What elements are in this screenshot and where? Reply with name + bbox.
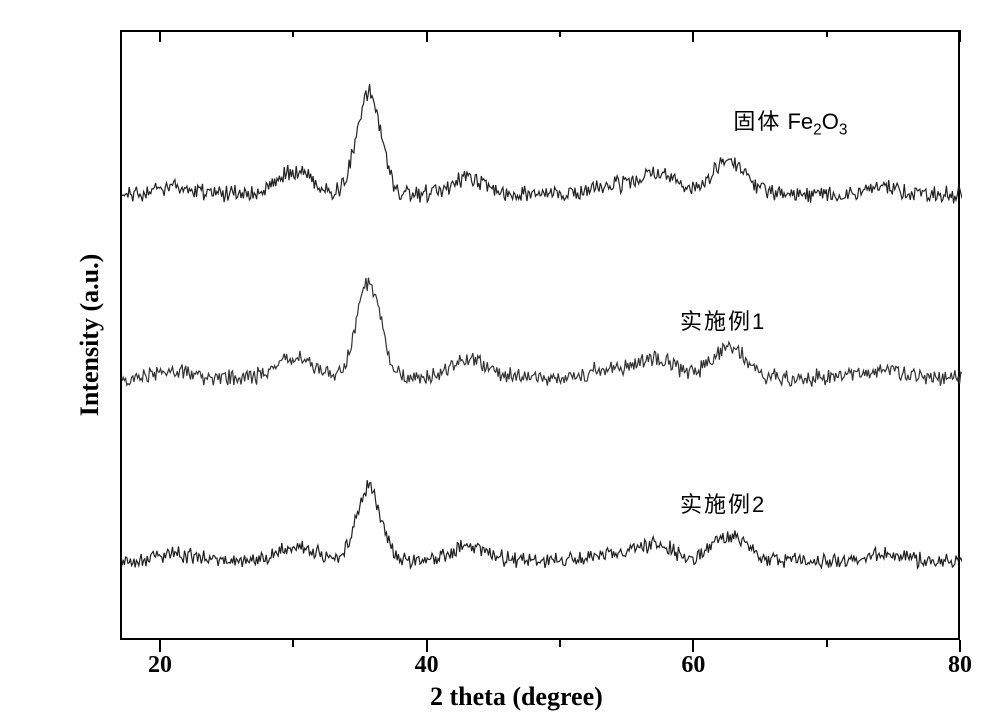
x-tick <box>959 640 961 652</box>
x-tick-top <box>426 30 428 42</box>
trace-solid-fe2o3 <box>122 84 962 203</box>
series-label-solid-fe2o3: 固体 Fe2O3 <box>733 104 847 139</box>
x-tick-top <box>292 30 294 37</box>
x-tick-label: 80 <box>948 652 972 679</box>
x-tick <box>159 640 161 652</box>
x-tick-label: 20 <box>148 652 172 679</box>
x-tick <box>426 640 428 652</box>
x-tick-top <box>959 30 961 42</box>
x-tick-top <box>826 30 828 37</box>
x-axis-label: 2 theta (degree) <box>430 682 603 712</box>
series-label-example-1: 实施例1 <box>680 304 764 336</box>
xrd-figure: Intensity (a.u.) 2 theta (degree) 20 40 60… <box>0 0 1000 724</box>
trace-example-2 <box>122 480 962 568</box>
series-label-example-2: 实施例2 <box>680 487 764 519</box>
x-tick-top <box>692 30 694 42</box>
y-axis-label: Intensity (a.u.) <box>75 235 105 435</box>
x-tick-top <box>559 30 561 37</box>
x-tick-label: 60 <box>681 652 705 679</box>
x-tick-top <box>159 30 161 42</box>
x-tick <box>826 640 828 647</box>
x-tick <box>692 640 694 652</box>
x-tick-label: 40 <box>415 652 439 679</box>
trace-example-1 <box>122 278 962 387</box>
x-tick <box>292 640 294 647</box>
x-tick <box>559 640 561 647</box>
